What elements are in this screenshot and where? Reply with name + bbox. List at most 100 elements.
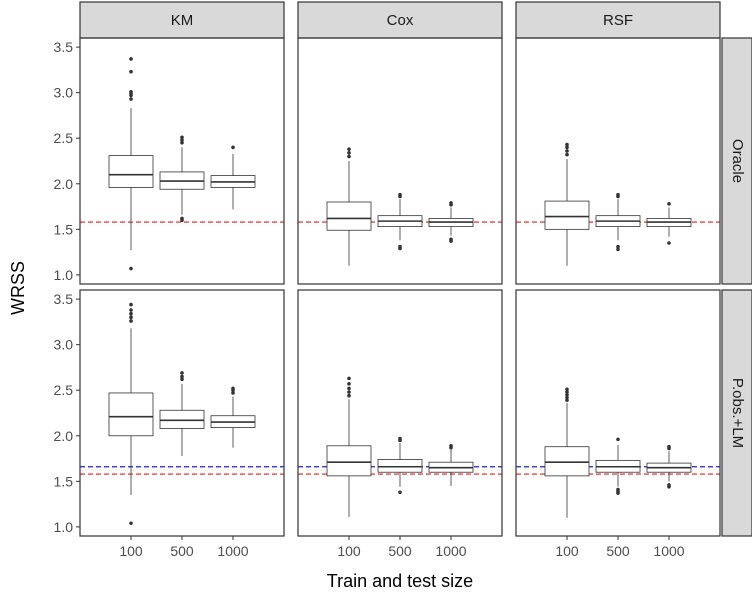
outlier-point (129, 97, 133, 101)
box-iqr (108, 155, 154, 188)
panel-cox-0 (297, 37, 503, 285)
x-tick-label: 100 (119, 543, 143, 559)
boxplot-rsf-500 (595, 437, 641, 495)
box-iqr (326, 445, 372, 477)
x-tick-label: 1000 (435, 543, 466, 559)
x-tick-label: 1000 (653, 543, 684, 559)
facet-strip-label-rsf: RSF (603, 12, 633, 29)
x-tick-label: 100 (555, 543, 579, 559)
outlier-point (616, 487, 620, 492)
panel-km-1 (79, 289, 285, 537)
row-strip-oracle (721, 37, 752, 285)
outlier-point (398, 436, 402, 441)
outlier-point (347, 390, 351, 394)
outlier-point (180, 216, 184, 221)
panel-cox-1 (297, 289, 503, 537)
panel-km-0 (79, 37, 285, 285)
boxplot-km-100 (108, 57, 154, 271)
outlier-point (616, 192, 620, 197)
outlier-point (449, 444, 453, 448)
boxplot-rsf-500 (595, 192, 641, 252)
outlier-point (667, 444, 671, 449)
boxplot-km-100 (108, 302, 154, 526)
outlier-point (129, 319, 133, 323)
y-tick-label: 3.0 (54, 337, 74, 353)
y-tick-label: 3.5 (54, 39, 74, 55)
outlier-point (398, 490, 402, 495)
x-tick-label: 500 (170, 543, 194, 559)
outlier-point (565, 145, 569, 150)
outlier-point (129, 89, 133, 94)
boxplot-cox-100 (326, 376, 372, 517)
box-iqr (544, 446, 590, 477)
outlier-point (180, 138, 184, 142)
facet-strip-km (79, 1, 285, 39)
outlier-point (565, 387, 569, 392)
outlier-point (616, 437, 620, 442)
outlier-point (565, 395, 569, 400)
boxplot-km-1000 (210, 145, 256, 210)
outlier-point (231, 391, 235, 395)
outlier-point (565, 390, 569, 394)
outlier-point (398, 192, 402, 197)
y-tick-label: 1.5 (54, 221, 74, 237)
outlier-point (565, 152, 569, 157)
boxplot-km-1000 (210, 386, 256, 448)
outlier-point (565, 392, 569, 397)
boxplot-rsf-1000 (646, 202, 692, 245)
outlier-point (565, 398, 569, 403)
outlier-point (667, 241, 671, 245)
outlier-point (180, 374, 184, 379)
outlier-point (129, 315, 133, 320)
outlier-point (667, 202, 671, 206)
row-strip-label-p-obs-lm: P.obs.+LM (729, 378, 746, 448)
outlier-point (180, 140, 184, 145)
outlier-point (347, 154, 351, 159)
y-tick-label: 2.0 (54, 176, 74, 192)
boxplot-cox-1000 (428, 201, 474, 243)
outlier-point (180, 377, 184, 382)
facet-strip-label-cox: Cox (387, 12, 414, 29)
panel-border (515, 289, 721, 537)
outlier-point (347, 151, 351, 155)
boxplot-cox-100 (326, 147, 372, 266)
outlier-point (180, 371, 184, 375)
panel-rsf-1 (515, 289, 721, 537)
row-strip-label-oracle: Oracle (729, 139, 746, 183)
panel-border (515, 37, 721, 285)
outlier-point (398, 244, 402, 249)
outlier-point (129, 521, 133, 526)
y-tick-label: 1.0 (54, 267, 74, 283)
y-tick-label: 1.0 (54, 519, 74, 535)
outlier-point (347, 393, 351, 398)
outlier-point (129, 69, 133, 74)
outlier-point (565, 142, 569, 147)
facet-strip-cox (297, 1, 503, 39)
outlier-point (180, 135, 184, 140)
outlier-point (231, 386, 235, 391)
panel-border (297, 289, 503, 537)
boxplot-km-500 (159, 371, 205, 456)
x-tick-label: 500 (606, 543, 630, 559)
outlier-point (347, 147, 351, 151)
boxplot-rsf-100 (544, 387, 590, 518)
panel-border (79, 37, 285, 285)
outlier-point (667, 483, 671, 487)
x-axis-title: Train and test size (327, 571, 473, 591)
boxplot-rsf-1000 (646, 444, 692, 489)
box-iqr (377, 459, 423, 473)
boxplot-km-500 (159, 135, 205, 223)
outlier-point (347, 382, 351, 386)
y-tick-label: 3.5 (54, 291, 74, 307)
y-axis-title: WRSS (8, 261, 28, 315)
box-iqr (108, 392, 154, 437)
outlier-point (231, 145, 235, 150)
y-tick-label: 2.0 (54, 428, 74, 444)
panel-border (297, 37, 503, 285)
x-tick-label: 100 (337, 543, 361, 559)
outlier-point (129, 311, 133, 316)
row-strip-p-obs-lm (721, 289, 752, 537)
boxplot-cox-500 (377, 436, 423, 495)
facet-strip-rsf (515, 1, 721, 39)
